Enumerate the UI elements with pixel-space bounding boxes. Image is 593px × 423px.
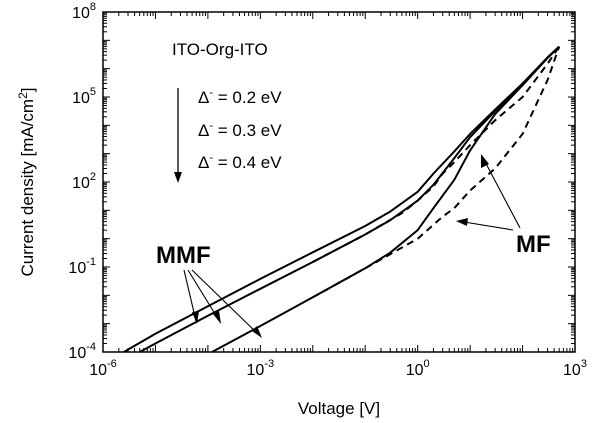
mmf-pointer-head (252, 326, 262, 338)
mmf-label: MMF (156, 242, 211, 269)
x-tick-label: 103 (563, 358, 587, 379)
x-axis-label: Voltage [V] (298, 399, 380, 418)
mmf-pointer (191, 269, 261, 337)
y-tick-label: 108 (72, 1, 96, 22)
legend: ITO-Org-ITO Δ- = 0.2 eV Δ- = 0.3 eV Δ- =… (172, 40, 282, 183)
mmf-pointer-head (192, 311, 199, 324)
y-axis-label: Current density [mA/cm2] (16, 87, 37, 276)
mmf-annotation: MMF (156, 242, 262, 338)
y-tick-label: 10-4 (68, 341, 96, 362)
y-tick-label: 10-1 (68, 256, 96, 277)
x-tick-labels: 10-6 10-3 100 103 (89, 358, 587, 379)
mf-pointer (481, 155, 521, 229)
legend-entry: Δ- = 0.3 eV (198, 120, 282, 140)
mf-annotation: MF (456, 154, 551, 258)
legend-arrow-head (174, 172, 182, 183)
y-tick-label: 105 (72, 86, 96, 107)
legend-header: ITO-Org-ITO (172, 40, 268, 59)
plot-frame (102, 11, 576, 353)
y-tick-labels: 10-4 10-1 102 105 108 (68, 1, 96, 362)
mf-curve (312, 46, 561, 299)
x-tick-label: 100 (406, 358, 430, 379)
mf-pointer-head (481, 154, 489, 168)
mmf-curve (123, 45, 560, 352)
mf-label: MF (516, 231, 551, 258)
mf-curve (312, 46, 561, 263)
ticks (102, 11, 576, 353)
legend-entry: Δ- = 0.2 eV (198, 87, 282, 107)
curves (123, 45, 561, 352)
y-tick-label: 102 (72, 171, 96, 192)
x-tick-label: 10-3 (247, 358, 275, 379)
mf-pointer-head (456, 218, 468, 226)
x-tick-label: 10-6 (89, 358, 117, 379)
mmf-pointer-head (213, 311, 221, 324)
legend-entry: Δ- = 0.4 eV (198, 152, 282, 172)
